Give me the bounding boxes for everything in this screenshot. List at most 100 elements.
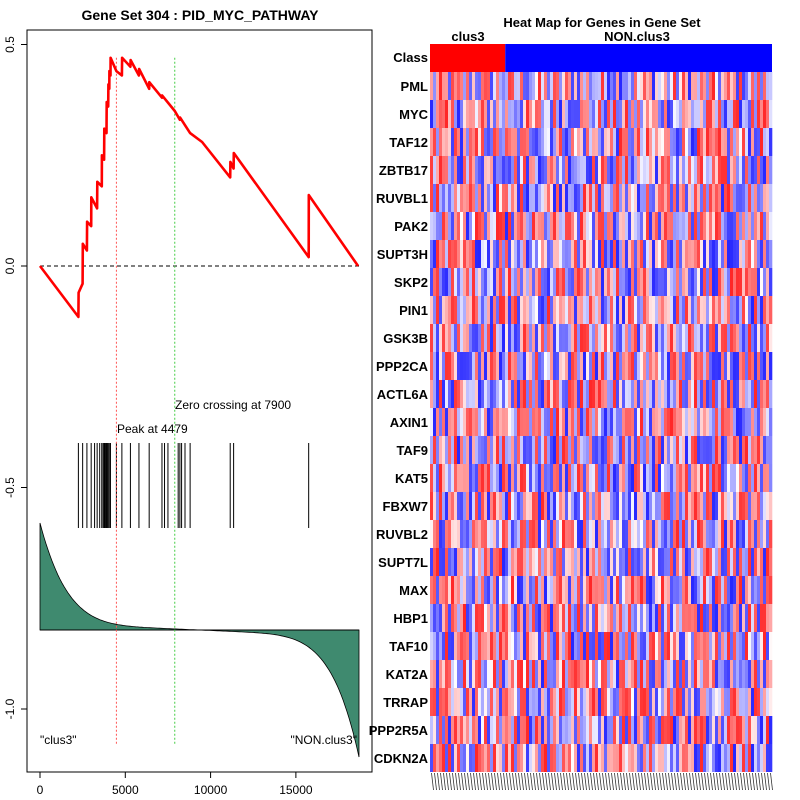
heatmap-cell <box>550 128 554 156</box>
heatmap-cell <box>691 352 695 380</box>
heatmap-cell <box>556 408 560 436</box>
heatmap-cell <box>454 520 458 548</box>
heatmap-cell <box>466 184 470 212</box>
sample-label-mark <box>665 772 668 791</box>
heatmap-cell <box>565 128 569 156</box>
heatmap-cell <box>475 128 479 156</box>
heatmap-cell <box>589 520 593 548</box>
heatmap-cell <box>730 688 734 716</box>
heatmap-cell <box>460 604 464 632</box>
heatmap-cell <box>601 380 605 408</box>
heatmap-cell <box>727 324 731 352</box>
heatmap-cell <box>742 464 746 492</box>
heatmap-cell <box>643 128 647 156</box>
heatmap-cell <box>601 436 605 464</box>
heatmap-cell <box>745 268 749 296</box>
heatmap-cell <box>469 380 473 408</box>
heatmap-cell <box>763 660 767 688</box>
heatmap-cell <box>640 184 644 212</box>
sample-label-mark <box>632 772 635 791</box>
heatmap-cell <box>532 744 536 772</box>
heatmap-cell <box>451 240 455 268</box>
heatmap-cell <box>706 576 710 604</box>
heatmap-cell <box>541 296 545 324</box>
heatmap-cell <box>691 240 695 268</box>
heatmap-cell <box>619 156 623 184</box>
heatmap-cell <box>436 548 440 576</box>
heatmap-cell <box>643 100 647 128</box>
sample-label-mark <box>431 772 434 791</box>
heatmap-cell <box>484 436 488 464</box>
heatmap-cell <box>529 604 533 632</box>
heatmap-cell <box>538 72 542 100</box>
heatmap-cell <box>544 296 548 324</box>
heatmap-cell <box>538 128 542 156</box>
heatmap-cell <box>469 660 473 688</box>
heatmap-cell <box>676 212 680 240</box>
heatmap-cell <box>739 744 743 772</box>
heatmap-cell <box>643 688 647 716</box>
heatmap-cell <box>577 296 581 324</box>
heatmap-cell <box>667 548 671 576</box>
sample-label-mark <box>740 772 743 791</box>
heatmap-cell <box>463 324 467 352</box>
heatmap-cell <box>541 324 545 352</box>
heatmap-cell <box>463 436 467 464</box>
heatmap-cell <box>484 324 488 352</box>
heatmap-cell <box>751 576 755 604</box>
heatmap-cell <box>442 184 446 212</box>
heatmap-cell <box>730 576 734 604</box>
heatmap-cell <box>502 576 506 604</box>
heatmap-cell <box>691 604 695 632</box>
heatmap-cell <box>706 492 710 520</box>
heatmap-cell <box>631 492 635 520</box>
heatmap-cell <box>709 156 713 184</box>
heatmap-cell <box>712 716 716 744</box>
heatmap-cell <box>652 576 656 604</box>
heatmap-cell <box>676 548 680 576</box>
heatmap-cell <box>715 240 719 268</box>
heatmap-cell <box>556 688 560 716</box>
heatmap-cell <box>487 464 491 492</box>
heatmap-cell <box>532 156 536 184</box>
heatmap-cell <box>523 268 527 296</box>
heatmap-cell <box>736 72 740 100</box>
heatmap-cell <box>631 156 635 184</box>
heatmap-cell <box>538 688 542 716</box>
heatmap-cell <box>763 436 767 464</box>
heatmap-cell <box>550 464 554 492</box>
heatmap-cell <box>691 632 695 660</box>
heatmap-cell <box>691 688 695 716</box>
heatmap-cell <box>448 128 452 156</box>
heatmap-cell <box>463 492 467 520</box>
heatmap-cell <box>745 744 749 772</box>
heatmap-cell <box>607 744 611 772</box>
heatmap-cell <box>559 156 563 184</box>
heatmap-cell <box>592 212 596 240</box>
heatmap-cell <box>520 660 524 688</box>
heatmap-cell <box>676 268 680 296</box>
heatmap-cell <box>574 240 578 268</box>
heatmap-cell <box>532 268 536 296</box>
sample-label-mark <box>644 772 647 791</box>
heatmap-cell <box>757 240 761 268</box>
heatmap-cell <box>769 100 773 128</box>
heatmap-cell <box>562 100 566 128</box>
heatmap-cell <box>634 184 638 212</box>
heatmap-cell <box>535 660 539 688</box>
heatmap-cell <box>565 408 569 436</box>
heatmap-cell <box>661 156 665 184</box>
heatmap-cell <box>490 156 494 184</box>
heatmap-cell <box>766 492 770 520</box>
heatmap-cell <box>439 408 443 436</box>
heatmap-cell <box>478 296 482 324</box>
heatmap-cell <box>499 632 503 660</box>
heatmap-cell <box>565 296 569 324</box>
heatmap-cell <box>688 744 692 772</box>
heatmap-cell <box>502 128 506 156</box>
heatmap-cell <box>766 184 770 212</box>
heatmap-cell <box>553 576 557 604</box>
heatmap-cell <box>607 212 611 240</box>
heatmap-cell <box>439 156 443 184</box>
heatmap-cell <box>643 660 647 688</box>
